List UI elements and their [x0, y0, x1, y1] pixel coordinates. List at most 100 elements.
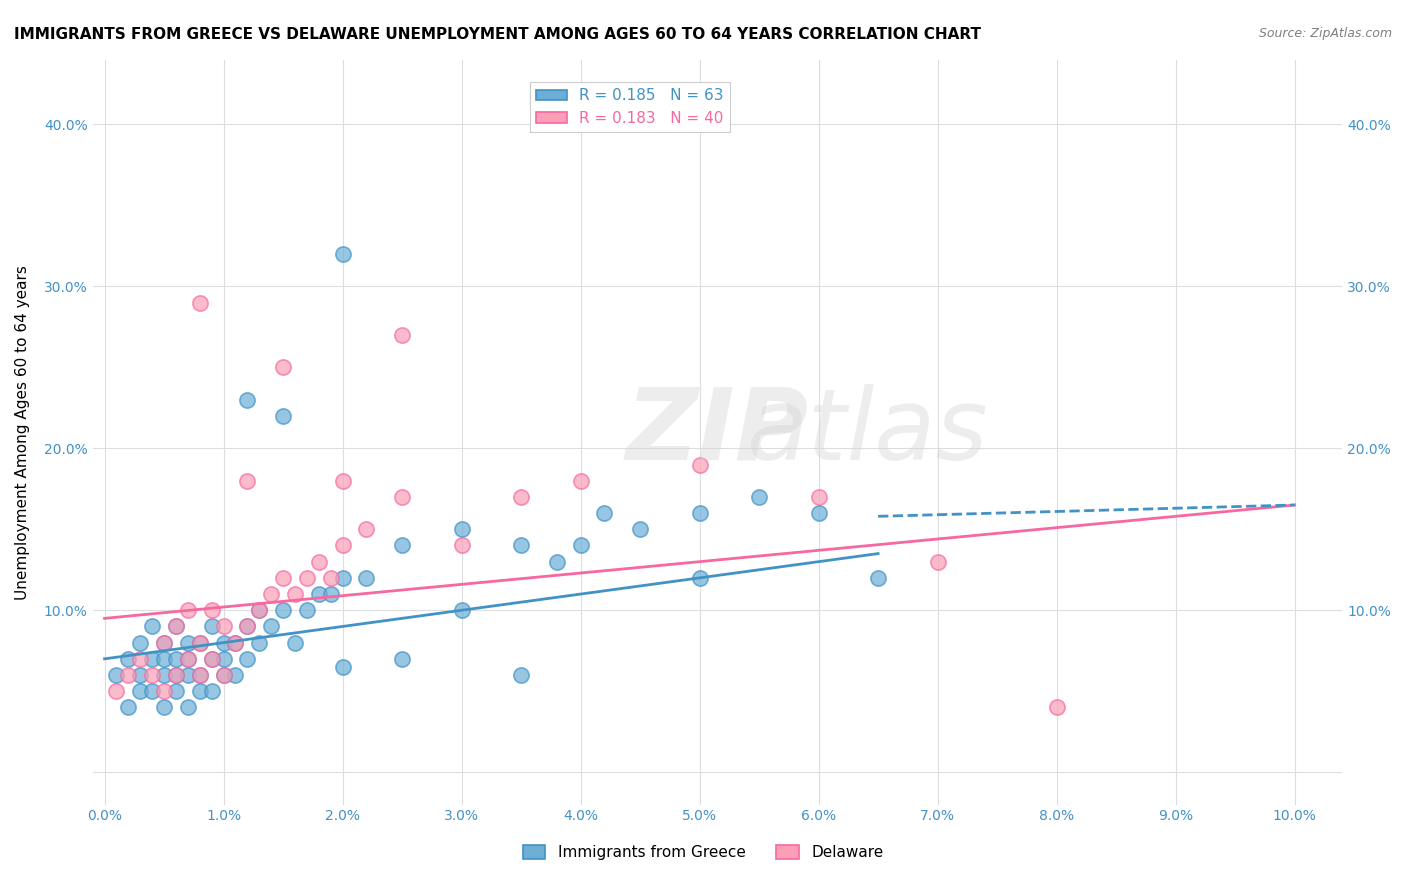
Point [153, 668, 176, 682]
Point [129, 635, 152, 649]
Point [188, 668, 211, 682]
Point [165, 684, 187, 698]
Point [212, 668, 235, 682]
Point [868, 571, 890, 585]
Point [224, 635, 246, 649]
Point [165, 668, 187, 682]
Point [141, 668, 163, 682]
Text: ZIP: ZIP [626, 384, 808, 481]
Point [236, 392, 259, 407]
Point [201, 652, 224, 666]
Point [247, 603, 270, 617]
Point [236, 474, 259, 488]
Point [165, 668, 187, 682]
Point [356, 522, 378, 536]
Point [177, 668, 200, 682]
Point [117, 652, 139, 666]
Text: Source: ZipAtlas.com: Source: ZipAtlas.com [1258, 27, 1392, 40]
Point [271, 360, 294, 375]
Point [177, 652, 200, 666]
Point [105, 668, 128, 682]
Point [188, 668, 211, 682]
Point [212, 668, 235, 682]
Point [319, 587, 342, 601]
Point [165, 619, 187, 633]
Point [1046, 700, 1069, 714]
Point [260, 587, 283, 601]
Point [177, 700, 200, 714]
Point [391, 539, 413, 553]
Point [569, 539, 592, 553]
Text: atlas: atlas [747, 384, 988, 481]
Point [188, 295, 211, 310]
Point [201, 619, 224, 633]
Point [177, 652, 200, 666]
Point [391, 327, 413, 342]
Point [284, 587, 307, 601]
Point [450, 539, 472, 553]
Point [593, 506, 616, 520]
Point [510, 490, 533, 504]
Point [356, 571, 378, 585]
Point [271, 571, 294, 585]
Point [319, 571, 342, 585]
Point [247, 635, 270, 649]
Point [546, 555, 568, 569]
Point [236, 652, 259, 666]
Point [236, 619, 259, 633]
Point [165, 619, 187, 633]
Point [332, 660, 354, 674]
Point [117, 700, 139, 714]
Point [510, 539, 533, 553]
Point [807, 490, 830, 504]
Point [177, 635, 200, 649]
Point [129, 652, 152, 666]
Y-axis label: Unemployment Among Ages 60 to 64 years: Unemployment Among Ages 60 to 64 years [15, 265, 30, 599]
Point [748, 490, 770, 504]
Point [332, 571, 354, 585]
Point [391, 652, 413, 666]
Point [105, 684, 128, 698]
Point [141, 652, 163, 666]
Point [247, 603, 270, 617]
Point [927, 555, 949, 569]
Point [450, 522, 472, 536]
Point [284, 635, 307, 649]
Point [224, 668, 246, 682]
Point [271, 603, 294, 617]
Point [153, 652, 176, 666]
Point [212, 619, 235, 633]
Point [689, 571, 711, 585]
Point [141, 619, 163, 633]
Point [332, 539, 354, 553]
Point [188, 635, 211, 649]
Legend: R = 0.185   N = 63, R = 0.183   N = 40: R = 0.185 N = 63, R = 0.183 N = 40 [530, 82, 730, 132]
Point [332, 247, 354, 261]
Point [153, 635, 176, 649]
Legend: Immigrants from Greece, Delaware: Immigrants from Greece, Delaware [516, 839, 890, 866]
Point [188, 684, 211, 698]
Point [141, 684, 163, 698]
Point [165, 652, 187, 666]
Point [689, 506, 711, 520]
Point [201, 603, 224, 617]
Point [201, 652, 224, 666]
Point [177, 603, 200, 617]
Point [212, 652, 235, 666]
Point [308, 587, 330, 601]
Point [689, 458, 711, 472]
Point [807, 506, 830, 520]
Point [188, 635, 211, 649]
Point [212, 635, 235, 649]
Point [450, 603, 472, 617]
Point [510, 668, 533, 682]
Point [569, 474, 592, 488]
Point [153, 635, 176, 649]
Point [236, 619, 259, 633]
Point [201, 684, 224, 698]
Point [332, 474, 354, 488]
Point [117, 668, 139, 682]
Point [308, 555, 330, 569]
Point [628, 522, 651, 536]
Point [153, 700, 176, 714]
